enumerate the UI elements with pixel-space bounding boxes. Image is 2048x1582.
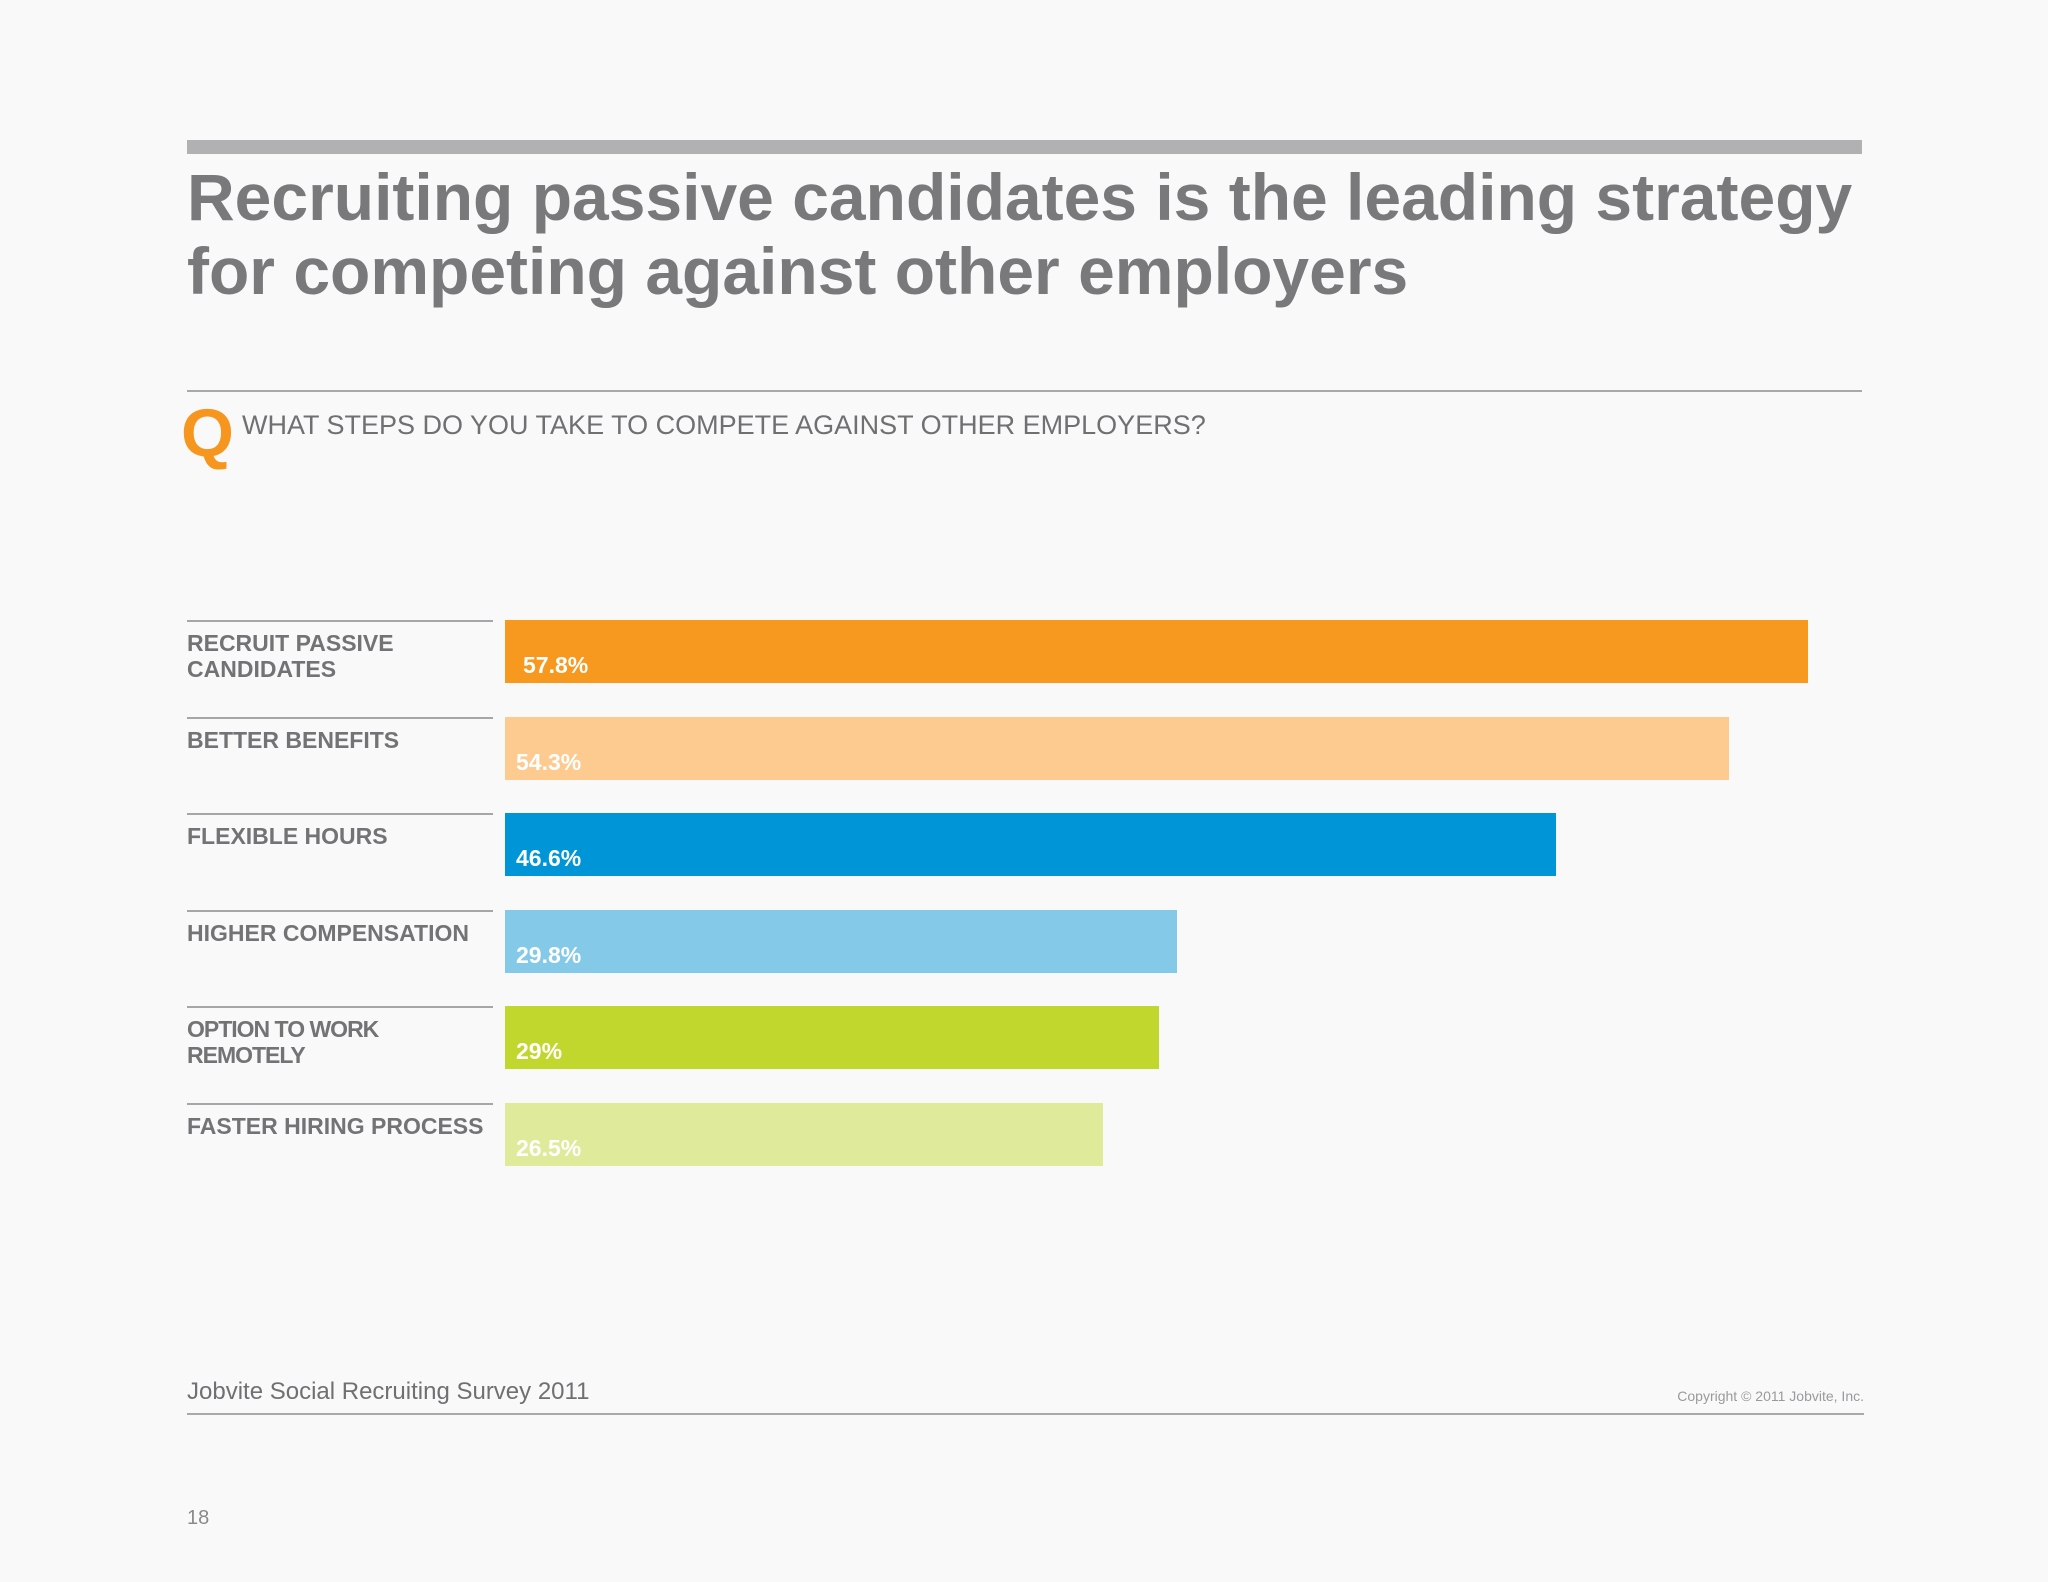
bar: [505, 909, 1177, 973]
bar-value-label: 29%: [516, 1038, 563, 1065]
footer-rule: [187, 1413, 1864, 1415]
top-rule: [187, 140, 1862, 154]
category-rule: [187, 909, 493, 912]
category-label: FLEXIBLE HOURS: [187, 823, 388, 850]
category-label: FASTER HIRING PROCESS: [187, 1113, 484, 1139]
category-label: HIGHER COMPENSATION: [187, 919, 469, 946]
category-rule: [187, 813, 493, 816]
question-rule: [187, 390, 1862, 392]
page-number: 18: [187, 1507, 210, 1529]
bar: [505, 1006, 1159, 1070]
bar-value-label: 26.5%: [516, 1135, 582, 1161]
bar-value-label: 46.6%: [516, 845, 582, 872]
category-rule: [187, 1006, 493, 1009]
category-label: RECRUIT PASSIVE CANDIDATES: [187, 630, 394, 682]
category-label: OPTION TO WORK REMOTELY: [187, 1016, 379, 1069]
bar-value-label: 29.8%: [516, 941, 582, 968]
page-title: Recruiting passive candidates is the lea…: [187, 160, 1853, 308]
bar-value-label: 54.3%: [516, 748, 582, 775]
bar: [505, 1103, 1103, 1166]
category-rule: [187, 620, 493, 622]
source-label: Jobvite Social Recruiting Survey 2011: [187, 1378, 590, 1405]
category-label: BETTER BENEFITS: [187, 726, 400, 753]
bar: [505, 620, 1809, 683]
category-rule: [187, 716, 493, 719]
question-text: WHAT STEPS DO YOU TAKE TO COMPETE AGAINS…: [242, 410, 1206, 440]
bar: [505, 716, 1730, 780]
bar-value-label: 57.8%: [523, 652, 589, 678]
bar: [505, 813, 1556, 877]
question-marker: Q: [181, 395, 234, 471]
category-rule: [187, 1103, 493, 1105]
copyright-notice: Copyright © 2011 Jobvite, Inc.: [1677, 1388, 1864, 1404]
